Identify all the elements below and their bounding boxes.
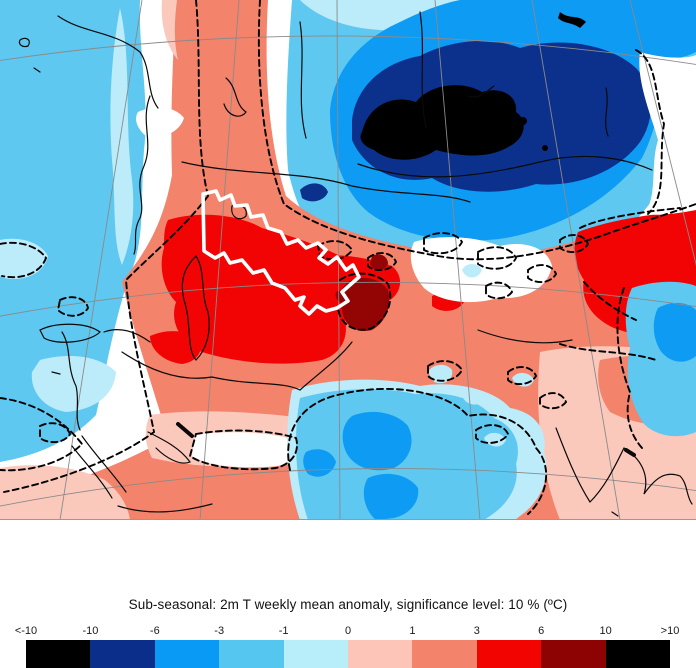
colorbar-tick-label: >10 [660,625,680,637]
colorbar-segments [26,640,671,668]
uzbekistan-outline [201,189,361,316]
coast-marks [176,422,636,457]
colorbar-tick-label: 0 [344,625,352,637]
cold-region-east-china [625,281,696,437]
colorbar-tick-label: 6 [538,625,545,637]
cold-region-siberia [286,0,696,293]
colorbar-segment [154,640,220,668]
colorbar-segment [541,640,606,668]
colorbar-segment [283,640,349,668]
colorbar-labels: <-10 -10 -6 -3 -1 0 1 3 6 10 >10 [0,625,696,639]
colorbar-tick-label: -1 [278,625,289,637]
anomaly-map-canvas [0,0,696,520]
colorbar-segment [26,640,91,668]
colorbar-segment [219,640,284,668]
colorbar-segment [348,640,413,668]
significance-contours [0,0,696,515]
colorbar-tick-label: -3 [214,625,225,637]
colorbar-tick-label: 10 [599,625,612,637]
colorbar-segment [90,640,155,668]
colorbar-segment [476,640,542,668]
colorbar-tick-label: 1 [409,625,416,637]
colorbar-segment [605,640,671,668]
coastlines [18,11,693,517]
colorbar-segment [412,640,477,668]
colorbar-tick-label: -6 [149,625,160,637]
chart-title: Sub-seasonal: 2m T weekly mean anomaly, … [128,597,568,612]
anomaly-map [0,0,696,520]
colorbar-tick-label: <-10 [14,625,38,637]
colorbar-tick-label: -10 [82,625,99,637]
cold-region-europe [0,0,146,462]
colorbar-tick-label: 3 [473,625,480,637]
